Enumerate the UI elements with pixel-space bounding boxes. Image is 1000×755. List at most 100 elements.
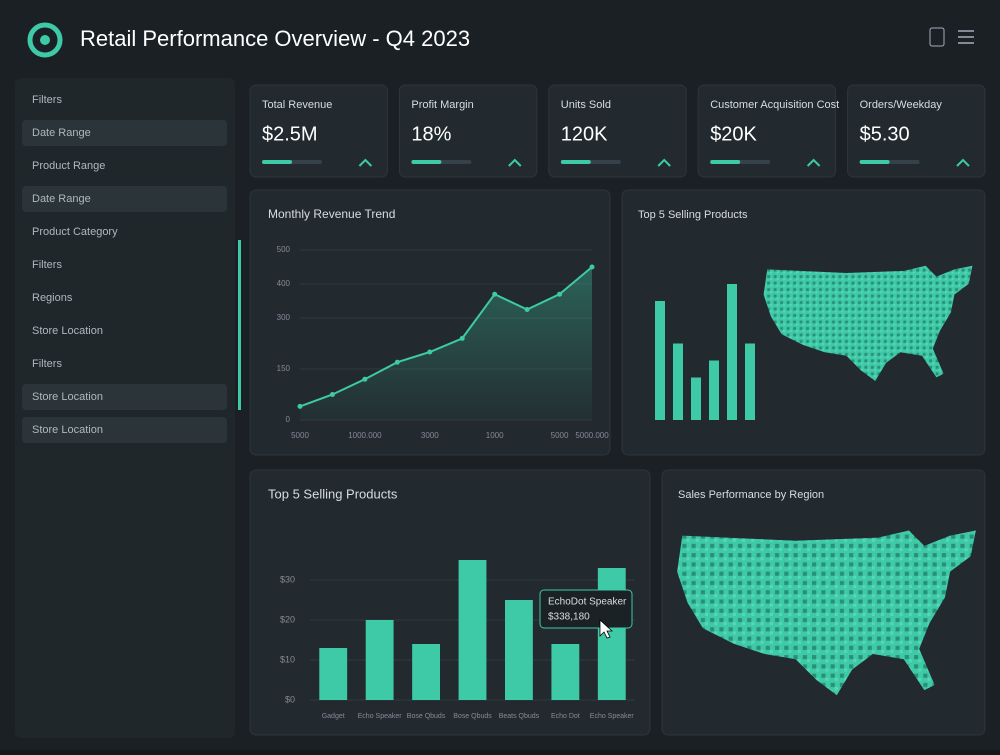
kpi-label: Orders/Weekday [860, 99, 943, 111]
sidebar-item[interactable]: Regions [32, 292, 73, 304]
kpi-progress [262, 160, 292, 164]
y-tick-label: 150 [277, 364, 291, 373]
cursor [599, 619, 614, 639]
kpi-label: Total Revenue [262, 99, 332, 111]
x-tick-label: 1000.000 [348, 431, 382, 440]
y-tick-label: 500 [277, 245, 291, 254]
logo-dot [40, 35, 50, 45]
y-tick-label: 300 [277, 313, 291, 322]
bar[interactable] [458, 560, 487, 700]
x-tick-label: Bose Qbuds [407, 713, 446, 720]
kpi-trend-icon [956, 158, 970, 167]
chart-title: Top 5 Selling Products [638, 209, 748, 221]
point[interactable] [394, 359, 400, 365]
bar[interactable] [412, 644, 440, 700]
sidebar-item[interactable]: Filters [32, 358, 62, 370]
kpi-card [398, 84, 538, 178]
y-tick-label: 400 [277, 279, 291, 288]
kpi-progress [411, 160, 442, 164]
point[interactable] [297, 403, 303, 409]
point[interactable] [589, 264, 595, 270]
area [300, 267, 592, 420]
tooltip-title: EchoDot Speaker [548, 597, 627, 608]
kpi-value: $2.5M [262, 123, 318, 145]
kpi-trend-icon [358, 158, 373, 167]
kpi-label: Units Sold [561, 99, 611, 111]
kpi-label: Customer Acquisition Cost [710, 99, 839, 111]
hamburger[interactable] [958, 30, 974, 44]
point[interactable] [362, 376, 368, 382]
kpi-trend-icon [806, 158, 821, 167]
kpi-card [249, 84, 388, 178]
menu-icon[interactable] [929, 27, 945, 47]
chart-title: Sales Performance by Region [678, 489, 824, 501]
sidebar-item-box[interactable] [22, 417, 227, 443]
bar[interactable] [709, 360, 719, 421]
sidebar-item[interactable]: Store Location [32, 424, 103, 436]
x-tick-label: Echo Dot [551, 713, 580, 720]
sidebar-item[interactable]: Store Location [32, 391, 103, 403]
kpi-progress [560, 160, 591, 164]
x-tick-label: 1000 [486, 431, 504, 440]
kpi-trend-icon [657, 158, 671, 167]
logo [27, 22, 63, 58]
sidebar-item[interactable]: Product Category [32, 226, 118, 238]
y-tick-label: $20 [280, 614, 295, 624]
x-tick-label: Gadget [322, 713, 345, 720]
bar[interactable] [691, 377, 701, 421]
bar[interactable] [365, 620, 394, 700]
tooltip-value: $338,180 [548, 612, 590, 623]
point[interactable] [459, 335, 465, 341]
sidebar-item[interactable]: Store Location [32, 325, 103, 337]
bar-panel [249, 469, 651, 736]
line [299, 266, 593, 408]
point[interactable] [427, 349, 433, 355]
bar[interactable] [505, 600, 533, 700]
point[interactable] [557, 291, 563, 297]
chart-title: Monthly Revenue Trend [268, 207, 395, 221]
bar[interactable] [727, 284, 737, 420]
bar[interactable] [319, 648, 348, 700]
kpi-value: $20K [710, 123, 757, 145]
sidebar-item[interactable]: Date Range [32, 127, 91, 139]
y-tick-label: $0 [285, 694, 295, 704]
point[interactable] [492, 291, 498, 297]
x-tick-label: 3000 [421, 431, 439, 440]
y-tick-label: $30 [280, 574, 295, 584]
x-tick-label: Bose Qbuds [453, 713, 492, 720]
bar[interactable] [655, 301, 665, 420]
kpi-card [697, 84, 837, 178]
kpi-value: 18% [411, 123, 451, 145]
x-tick-label: Beats Qbuds [499, 713, 540, 720]
kpi-value: $5.30 [860, 123, 910, 145]
bar[interactable] [551, 644, 580, 700]
scrollbar [238, 240, 241, 410]
y-tick-label: 0 [286, 415, 291, 424]
sidebar-item-box[interactable] [22, 384, 227, 410]
x-tick-label: Echo Speaker [590, 713, 635, 720]
sidebar-item-box[interactable] [22, 186, 227, 212]
point[interactable] [524, 307, 530, 312]
point[interactable] [329, 392, 335, 397]
sidebar-item[interactable]: Date Range [32, 193, 91, 205]
kpi-trend-icon [508, 158, 522, 167]
x-tick-label: Echo Speaker [358, 713, 403, 720]
x-tick-label: 5000.000 [575, 431, 609, 440]
kpi-progress [859, 160, 890, 164]
x-tick-label: 5000 [291, 431, 309, 440]
kpi-value: 120K [561, 123, 608, 145]
x-tick-label: 5000 [551, 431, 569, 440]
page-title: Retail Performance Overview - Q4 2023 [80, 26, 470, 51]
kpi-card [847, 84, 986, 178]
bar[interactable] [745, 343, 755, 421]
sidebar-item[interactable]: Filters [32, 259, 62, 271]
y-tick-label: $10 [280, 654, 295, 664]
sidebar-item[interactable]: Filters [32, 94, 62, 106]
kpi-progress [710, 160, 741, 164]
sidebar-item[interactable]: Product Range [32, 160, 105, 172]
sidebar-item-box[interactable] [22, 120, 227, 146]
bar[interactable] [673, 343, 683, 421]
